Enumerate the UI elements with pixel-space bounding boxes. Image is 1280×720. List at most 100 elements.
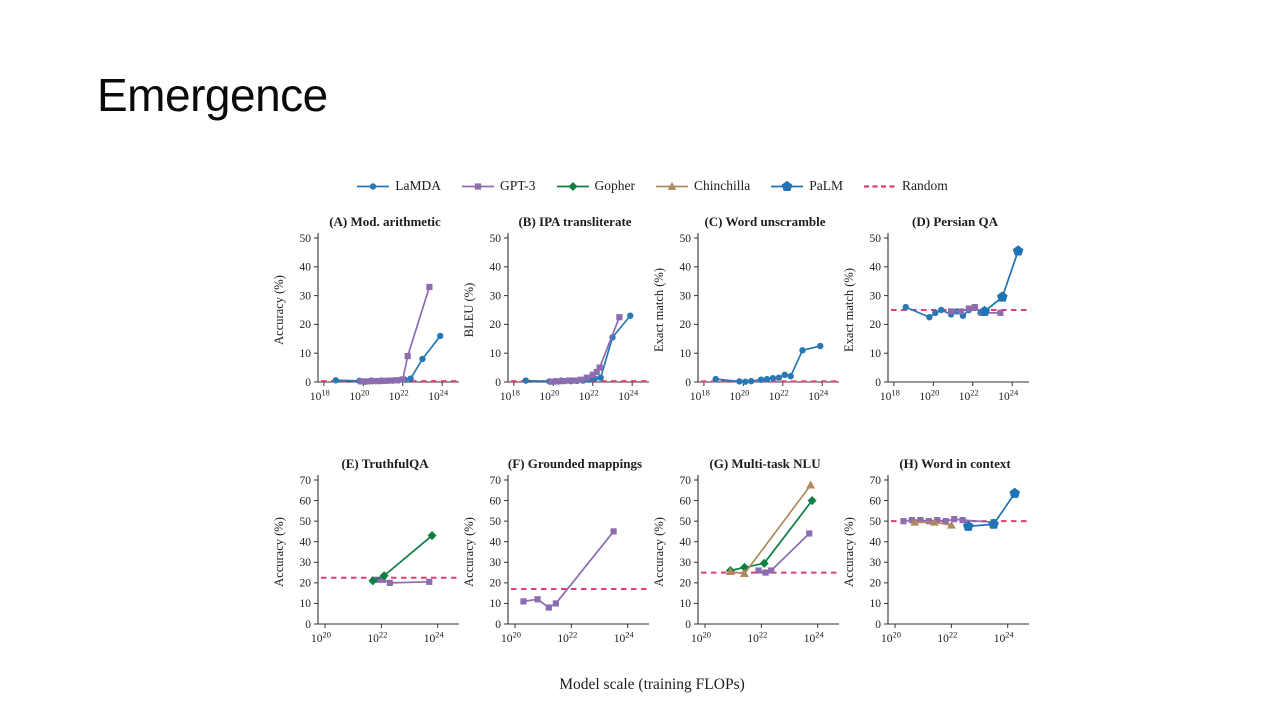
y-tick-label: 70 [490, 475, 502, 487]
chinchilla-data-point [740, 569, 749, 577]
chinchilla-data-point [930, 517, 939, 526]
x-tick-label: 1020 [729, 388, 749, 404]
legend-marker-lamda-icon [357, 182, 390, 190]
y-tick-label: 70 [680, 475, 692, 487]
y-tick-label: 10 [300, 598, 312, 610]
chinchilla-data-point [806, 480, 816, 489]
y-tick-label: 50 [870, 233, 882, 245]
x-tick-label: 1024 [998, 388, 1019, 404]
chinchilla-data-point [946, 520, 956, 529]
gpt3-data-point [379, 576, 386, 583]
legend-item-random: Random [863, 178, 948, 194]
y-tick-label: 40 [870, 262, 882, 274]
gpt3-data-point [577, 376, 585, 383]
gpt3-data-point [376, 378, 383, 385]
x-tick-label: 1024 [618, 388, 639, 404]
x-tick-label: 1022 [579, 388, 599, 404]
y-tick-label: 0 [875, 377, 881, 389]
y-tick-label: 60 [870, 495, 882, 507]
y-tick-label: 20 [680, 319, 692, 331]
lamda-data-point [332, 377, 339, 384]
lamda-data-point [712, 375, 719, 383]
y-tick-label: 70 [300, 475, 312, 487]
gpt3-data-point [426, 283, 433, 291]
lamda-legend-marker [370, 182, 377, 190]
gpt3-data-point [755, 567, 762, 574]
y-tick-label: 30 [680, 557, 692, 569]
gpt3-data-point [566, 377, 573, 384]
lamda-data-point [781, 371, 788, 378]
legend-marker-palm-icon [771, 180, 804, 191]
subplot-a-mod-arithmetic: (A) Mod. arithmetic 0 10 20 30 40 50 1018 1020 10… [272, 212, 462, 424]
x-axis-label: Model scale (training FLOPs) [559, 676, 745, 693]
series-gpt3 [520, 528, 617, 611]
palm-data-point [988, 518, 999, 529]
lamda-data-point [817, 342, 824, 350]
gpt3-data-point [358, 378, 365, 385]
lamda-data-point [787, 373, 794, 380]
x-tick-label: 1018 [690, 388, 710, 404]
subplot-g-multi-task-nlu: (G) Multi-task NLU 0 10 20 30 40 50 60 70 1020 102… [652, 454, 842, 666]
series-palm [962, 487, 1021, 531]
palm-data-point [1012, 245, 1024, 256]
series-lamda [332, 332, 444, 385]
gpt3-data-point [364, 378, 371, 385]
gpt3-data-point [589, 371, 596, 378]
subplot-title: (H) Word in context [899, 456, 1011, 471]
y-tick-label: 0 [685, 377, 691, 389]
x-tick-label: 1018 [500, 388, 520, 404]
y-tick-label: 30 [870, 557, 882, 569]
subplot-f-canvas: (F) Grounded mappings0102030405060701020… [462, 456, 649, 646]
gpt3-data-point [593, 368, 600, 376]
gpt3-data-point [951, 515, 958, 523]
palm-data-point [979, 305, 990, 316]
legend-label-chinchilla: Chinchilla [694, 178, 751, 193]
page-title: Emergence [97, 69, 328, 121]
y-tick-label: 0 [305, 619, 311, 631]
y-tick-label: 50 [490, 233, 502, 245]
y-tick-label: 40 [490, 537, 502, 549]
legend-item-chinchilla: Chinchilla [655, 178, 750, 194]
y-tick-label: 10 [870, 348, 882, 360]
gpt3-data-point [900, 518, 907, 525]
gpt3-data-point [596, 364, 603, 371]
gpt3-data-point [768, 567, 775, 574]
palm-data-point [962, 520, 974, 531]
x-tick-label: 1020 [919, 388, 939, 404]
gpt3-data-point [971, 304, 978, 311]
x-tick-label: 1022 [769, 388, 789, 404]
x-tick-label: 1018 [310, 388, 330, 404]
gpt3-data-point [925, 518, 932, 525]
subplot-title: (D) Persian QA [912, 214, 999, 229]
gpt3-data-point [552, 600, 559, 607]
y-tick-label: 50 [680, 516, 692, 528]
y-tick-label: 60 [490, 495, 502, 507]
y-tick-label: 20 [870, 578, 882, 590]
lamda-data-point [902, 303, 909, 311]
lamda-data-point [799, 347, 806, 354]
y-tick-label: 40 [870, 537, 882, 549]
gpt3-data-point [942, 518, 949, 525]
emergence-figure: LaMDA GPT-3 Gopher Chinchilla PaLM Random (A)… [272, 176, 1032, 694]
gpt3-data-point [957, 308, 965, 315]
y-axis-label: Accuracy (%) [652, 517, 666, 587]
x-tick-label: 1024 [808, 388, 829, 404]
legend-label-gpt3: GPT-3 [499, 178, 536, 193]
gpt3-data-point [393, 377, 400, 384]
y-tick-label: 20 [490, 578, 502, 590]
y-tick-label: 20 [300, 578, 312, 590]
chart-grid: (A) Mod. arithmetic 0 10 20 30 40 50 1018 1020 10… [272, 212, 1032, 666]
gpt3-data-point [426, 578, 433, 585]
gpt3-data-point [534, 596, 541, 603]
x-tick-label: 1022 [557, 630, 577, 646]
subplot-h-word-in-context: (H) Word in context 0 10 20 30 40 50 60 70 1020 10… [842, 454, 1032, 666]
y-tick-label: 40 [680, 262, 692, 274]
y-tick-label: 10 [870, 598, 882, 610]
lamda-data-point [926, 314, 933, 321]
gpt3-data-point [370, 378, 377, 385]
x-tick-label: 1024 [994, 630, 1015, 646]
y-tick-label: 50 [300, 233, 312, 245]
gpt3-data-point [560, 378, 567, 385]
